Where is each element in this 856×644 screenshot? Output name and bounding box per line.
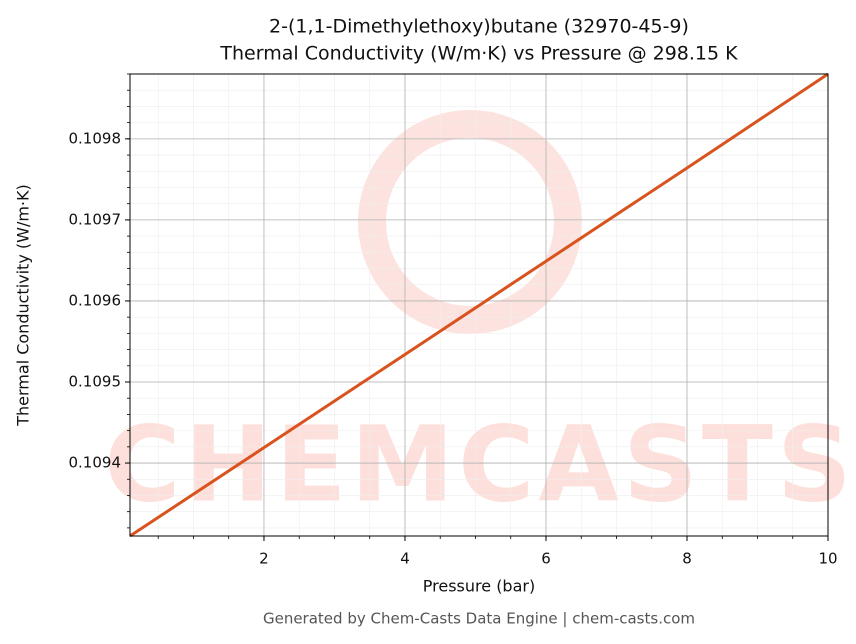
y-tick-label: 0.1098 <box>69 129 122 147</box>
y-tick-label: 0.1097 <box>69 210 122 228</box>
chart-subtitle: Thermal Conductivity (W/m·K) vs Pressure… <box>219 43 738 65</box>
chart-title: 2-(1,1-Dimethylethoxy)butane (32970-45-9… <box>269 16 689 38</box>
x-tick-label: 10 <box>818 550 837 568</box>
x-tick-label: 6 <box>541 550 551 568</box>
y-tick-label: 0.1096 <box>69 291 122 309</box>
x-tick-label: 4 <box>400 550 410 568</box>
y-tick-label: 0.1094 <box>69 454 122 472</box>
x-tick-label: 2 <box>259 550 269 568</box>
watermark-logo <box>358 110 582 334</box>
x-tick-label: 8 <box>682 550 692 568</box>
watermark-circle <box>358 110 582 334</box>
footer: Generated by Chem-Casts Data Engine | ch… <box>263 610 695 628</box>
line <box>129 72 829 538</box>
y-tick-label: 0.1095 <box>69 373 122 391</box>
x-axis-label: Pressure (bar) <box>423 577 535 596</box>
watermark: CHEMCASTS <box>104 403 855 525</box>
y-axis-label: Thermal Conductivity (W/m·K) <box>14 184 33 427</box>
plot-frame <box>129 73 829 537</box>
